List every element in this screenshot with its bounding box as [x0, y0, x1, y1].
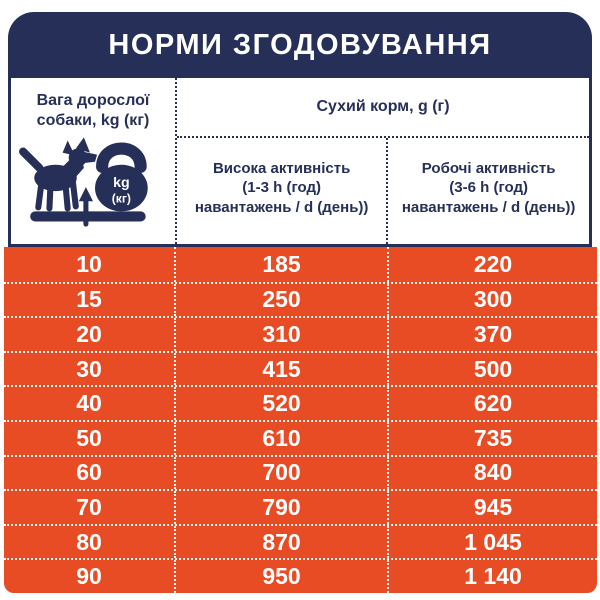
title-bar: НОРМИ ЗГОДОВУВАННЯ [8, 12, 592, 78]
weight-cell: 50 [76, 424, 102, 451]
work-activity-line3: навантажень / d (день)) [401, 198, 576, 216]
dog-weighing-illustration: kg (кг) [17, 133, 169, 230]
table-row: 90 950 1 140 [4, 558, 597, 593]
weight-cell: 15 [76, 286, 102, 313]
work-activity-line2: (3-6 h (год) [449, 179, 528, 197]
dry-food-column-header: Сухий корм, g (г) Висока активність (1-3… [177, 78, 589, 244]
work-activity-cell: 1 045 [387, 525, 597, 559]
table-row: 30 415 500 [4, 350, 597, 386]
page-title: НОРМИ ЗГОДОВУВАННЯ [108, 28, 492, 61]
high-activity-cell: 185 [174, 247, 387, 282]
high-activity-line2: (1-3 h (год) [242, 179, 321, 197]
work-activity-cell: 500 [387, 352, 597, 386]
up-arrow-icon [78, 187, 93, 227]
high-activity-cell: 790 [174, 491, 387, 524]
high-activity-line1: Висока активність [212, 159, 351, 177]
work-activity-line1: Робочі активність [421, 159, 556, 177]
work-activity-cell: 220 [387, 247, 597, 282]
weight-label-line2: собаки, kg (кг) [36, 112, 150, 129]
feeding-table: 10 185 220 15 250 300 20 310 370 30 415 500 40 520 620… [4, 247, 597, 593]
table-row: 20 310 370 [4, 316, 597, 351]
high-activity-header: Висока активність (1-3 h (год) навантаже… [177, 138, 386, 244]
high-activity-cell: 310 [174, 318, 387, 351]
high-activity-cell: 950 [174, 560, 387, 593]
table-row: 40 520 620 [4, 385, 597, 420]
weight-cell: 40 [76, 390, 102, 417]
table-row: 10 185 220 [4, 247, 597, 282]
high-activity-cell: 870 [174, 525, 387, 559]
table-row: 70 790 945 [4, 489, 597, 524]
weight-cell: 20 [76, 320, 102, 347]
work-activity-cell: 300 [387, 283, 597, 317]
work-activity-cell: 370 [387, 318, 597, 351]
table-row: 80 870 1 045 [4, 523, 597, 559]
high-activity-line3: навантажень / d (день)) [194, 198, 369, 216]
work-activity-cell: 620 [387, 387, 597, 420]
table-row: 50 610 735 [4, 419, 597, 455]
work-activity-cell: 735 [387, 421, 597, 455]
table-row: 60 700 840 [4, 454, 597, 490]
activity-subheaders: Висока активність (1-3 h (год) навантаже… [177, 136, 589, 244]
weight-cell: 80 [76, 528, 102, 555]
high-activity-cell: 250 [174, 283, 387, 317]
weight-cell: 10 [76, 250, 102, 277]
weight-cell: 30 [76, 355, 102, 382]
weight-column-header: Вага дорослої собаки, kg (кг) [11, 78, 177, 244]
weight-column-label: Вага дорослої собаки, kg (кг) [37, 91, 150, 131]
table-header: Вага дорослої собаки, kg (кг) [8, 78, 592, 247]
kettlebell-label-kg-cyr: (кг) [112, 191, 131, 205]
table-row: 15 250 300 [4, 281, 597, 317]
work-activity-cell: 1 140 [387, 560, 597, 593]
dry-food-label: Сухий корм, g (г) [316, 98, 450, 115]
weight-cell: 90 [76, 563, 102, 590]
high-activity-cell: 520 [174, 387, 387, 420]
high-activity-cell: 415 [174, 352, 387, 386]
work-activity-cell: 840 [387, 456, 597, 490]
high-activity-cell: 700 [174, 456, 387, 490]
high-activity-cell: 610 [174, 421, 387, 455]
weight-cell: 60 [76, 459, 102, 486]
dog-icon [19, 137, 98, 212]
work-activity-header: Робочі активність (3-6 h (год) навантаже… [386, 138, 589, 244]
kettlebell-icon: kg (кг) [95, 142, 148, 212]
work-activity-cell: 945 [387, 491, 597, 524]
weight-label-line1: Вага дорослої [36, 92, 150, 109]
weight-cell: 70 [76, 493, 102, 520]
kettlebell-label-kg: kg [113, 175, 130, 191]
